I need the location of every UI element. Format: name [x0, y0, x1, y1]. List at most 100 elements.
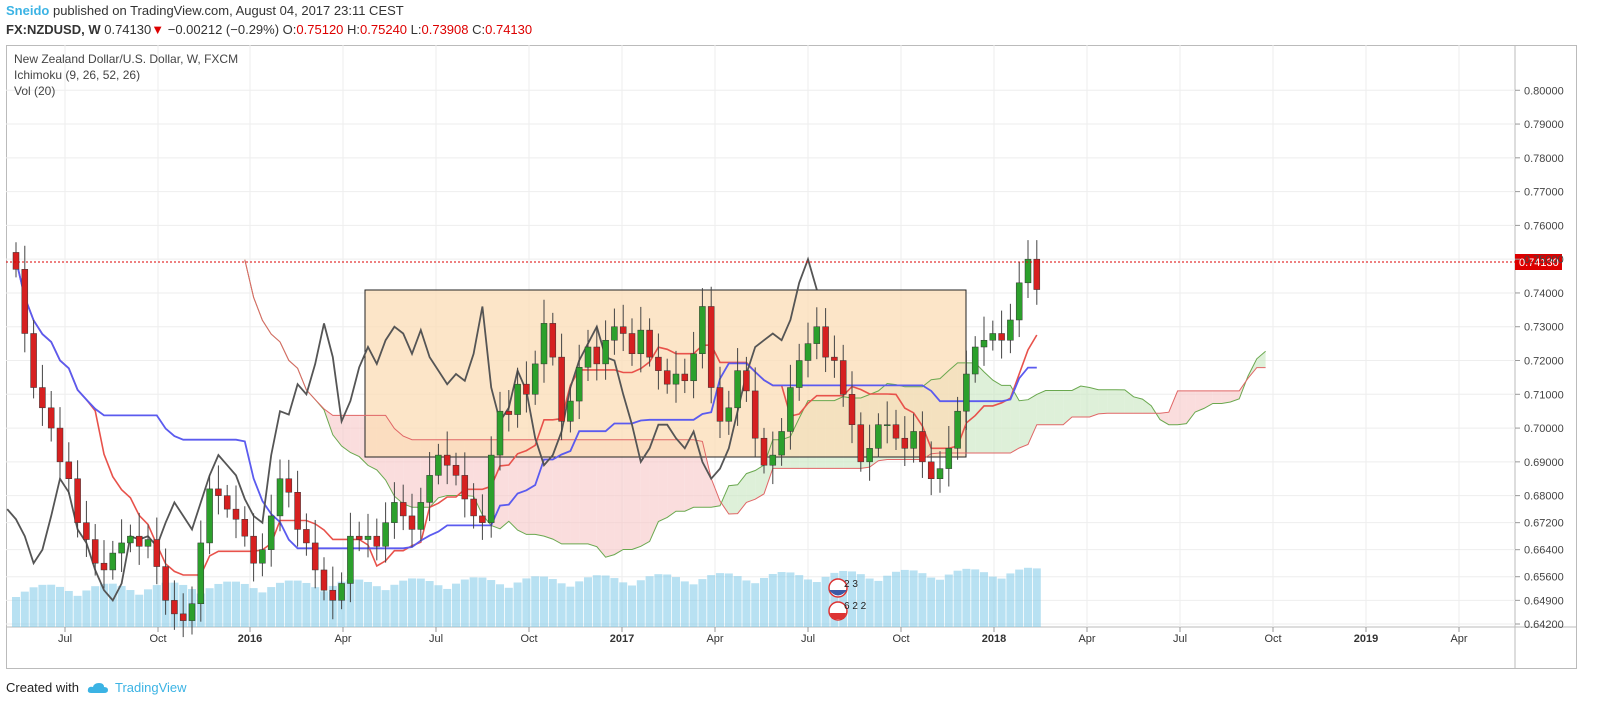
low-label: L: — [410, 22, 422, 37]
candle-up — [787, 387, 794, 432]
cloud-segment — [1177, 390, 1187, 425]
cloud-segment — [975, 362, 984, 453]
candle-down — [285, 478, 293, 493]
volume-bar — [232, 581, 240, 627]
candle-down — [171, 600, 178, 615]
candle-down — [320, 569, 328, 591]
x-tick-label: Oct — [520, 633, 537, 645]
candle-up — [637, 329, 645, 355]
volume-bar — [425, 581, 434, 627]
x-tick-label: 2017 — [610, 633, 634, 645]
chart-area[interactable]: 0.74130 0.80000 0.79000 0.78000 0.77000 0.76… — [6, 45, 1577, 669]
candle-up — [267, 515, 275, 550]
high-label: H: — [347, 22, 361, 37]
candle-down — [74, 478, 81, 523]
volume-bar — [909, 570, 918, 627]
event-icon[interactable]: 2 3 — [828, 578, 858, 598]
volume-bar — [460, 579, 469, 627]
volume-bar — [240, 583, 249, 627]
cloud-segment — [667, 439, 676, 518]
candle-up — [980, 339, 988, 348]
candle-up — [866, 448, 873, 463]
volume-bar — [997, 578, 1006, 627]
candle-down — [1033, 258, 1041, 290]
y-tick-label: 0.64900 — [1524, 595, 1564, 607]
x-tick-label: 2019 — [1354, 633, 1378, 645]
cloud-segment — [728, 484, 738, 515]
x-tick-label: Jul — [801, 633, 815, 645]
cloud-segment — [1160, 412, 1169, 425]
cloud-segment — [1107, 389, 1116, 414]
candle-up — [109, 552, 117, 571]
volume-bar — [249, 588, 258, 627]
y-tick-label: 0.72000 — [1524, 356, 1564, 368]
candle-down — [523, 383, 530, 395]
volume-bar — [619, 582, 628, 627]
candle-up — [963, 373, 970, 412]
candle-up — [540, 323, 548, 365]
symbol-label: FX:NZDUSD, W — [6, 22, 101, 37]
legend: New Zealand Dollar/U.S. Dollar, W, FXCM … — [14, 52, 238, 98]
candle-down — [250, 535, 257, 564]
candle-down — [479, 515, 486, 523]
volume-bar — [821, 576, 830, 627]
cloud-segment — [570, 439, 580, 544]
volume-bar — [390, 584, 399, 627]
candle-up — [197, 542, 205, 604]
volume-bar — [522, 578, 531, 627]
candle-up — [417, 502, 425, 530]
x-tick-label: Apr — [334, 633, 351, 645]
close-value: 0.74130 — [485, 22, 533, 37]
volume-bar — [38, 584, 47, 627]
flag-icon[interactable]: 6 2 2 — [828, 601, 867, 621]
cloud-segment — [684, 439, 694, 512]
volume-bar — [56, 586, 64, 627]
x-axis: Jul Oct 2016 Apr Jul Oct 2017 Apr Jul Oct 2018 Apr J… — [58, 627, 1468, 645]
cloud-segment — [1028, 394, 1037, 445]
candle-down — [12, 252, 20, 270]
volume-bar — [610, 578, 619, 627]
volume-bar — [733, 576, 742, 627]
candle-down — [135, 535, 143, 547]
candle-up — [813, 326, 821, 344]
volume-bar — [311, 587, 320, 627]
candle-up — [769, 454, 777, 466]
candle-down — [21, 269, 29, 334]
candle-up — [206, 488, 213, 544]
candle-down — [831, 356, 838, 361]
cloud-segment — [332, 415, 342, 447]
volume-bar — [364, 581, 372, 627]
cloud-segment — [1124, 389, 1134, 414]
cloud-segment — [992, 380, 1002, 453]
volume-bar — [152, 585, 161, 627]
y-tick-label: 0.68000 — [1524, 491, 1564, 503]
volume-bar — [795, 575, 804, 627]
volume-bar — [892, 571, 900, 627]
volume-bar — [636, 580, 645, 627]
cloud-segment — [746, 470, 756, 503]
cloud-segment — [676, 439, 685, 512]
cloud-segment — [1186, 390, 1196, 424]
volume-bar — [927, 577, 936, 627]
price-tag: 0.74130 — [1515, 254, 1562, 270]
tradingview-logo[interactable]: TradingView — [87, 680, 187, 695]
candle-up — [945, 448, 953, 469]
candle-up — [531, 363, 539, 395]
price-chart[interactable]: 0.74130 0.80000 0.79000 0.78000 0.77000 0.76… — [6, 45, 1577, 669]
candle-down — [452, 464, 460, 476]
cloud-segment — [1045, 390, 1055, 425]
x-tick-label: Oct — [1264, 633, 1281, 645]
volume-bar — [645, 576, 654, 627]
candle-up — [382, 522, 389, 547]
volume-bar — [513, 582, 522, 627]
cloud-segment — [1063, 390, 1072, 425]
volume-bar — [601, 575, 610, 627]
candle-up — [364, 535, 372, 540]
candle-up — [567, 400, 574, 422]
cloud-segment — [623, 439, 632, 550]
cloud-segment — [755, 465, 764, 500]
y-tick-label: 0.71000 — [1524, 389, 1564, 401]
volume-bar — [223, 581, 232, 627]
candle-down — [223, 495, 231, 510]
author-link[interactable]: Sneido — [6, 3, 50, 18]
